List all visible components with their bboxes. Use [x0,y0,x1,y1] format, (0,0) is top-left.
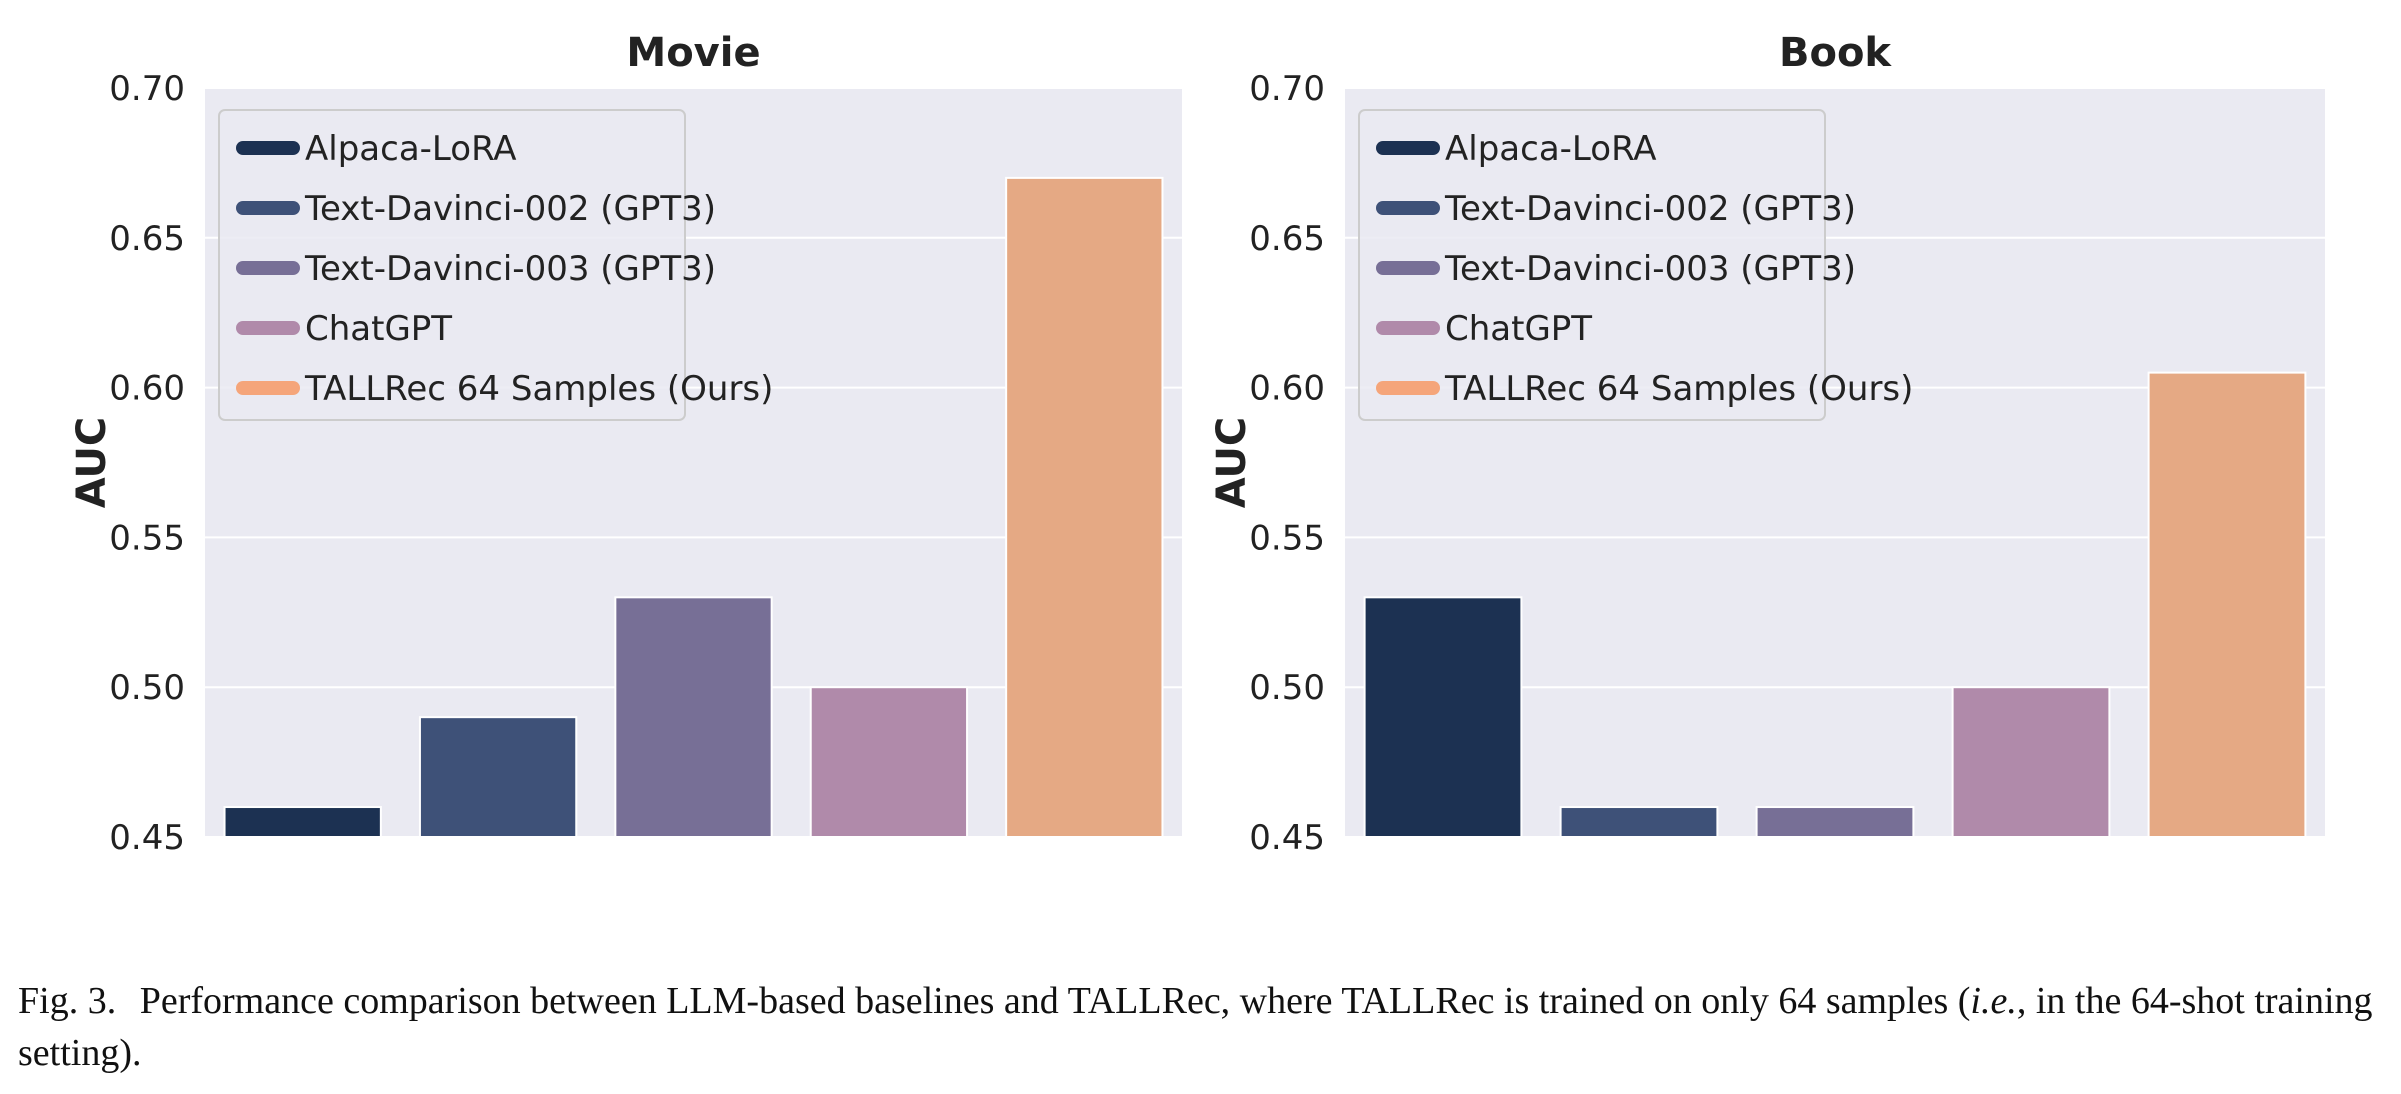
y-tick-label: 0.60 [109,369,185,409]
bar-text-davinci-003-gpt3 [614,596,773,838]
bar-chatgpt [809,686,969,839]
y-axis-label: AUC [69,417,115,509]
legend-label: ChatGPT [1445,309,1592,349]
bar-text-davinci-002-gpt3 [418,716,578,838]
y-tick-label: 0.45 [1249,818,1325,858]
bar-text-davinci-003-gpt3 [1755,806,1915,838]
legend-label: TALLRec 64 Samples (Ours) [1444,369,1913,409]
legend-label: Alpaca-LoRA [305,129,517,169]
figure: 0.45 0.50 0.55 0.60 0.65 0.70 Movie AUC Alpaca-L… [69,30,2325,858]
y-tick-label: 0.70 [109,69,185,109]
legend: Alpaca-LoRA Text-Davinci-002 (GPT3) Text-D… [1358,109,1913,421]
y-tick-label: 0.60 [1249,369,1325,409]
bar-alpaca-lora [1363,596,1523,838]
y-tick-label: 0.50 [109,668,185,708]
legend-box [218,109,686,421]
caption-text-start: Performance comparison between LLM-based… [139,980,1971,1022]
bar-text-davinci-002-gpt3 [1559,806,1719,838]
legend-label: Alpaca-LoRA [1445,129,1657,169]
y-tick-label: 0.70 [1249,69,1325,109]
legend-label: Text-Davinci-003 (GPT3) [1444,249,1856,289]
caption-figure-number: Fig. 3. [18,980,117,1022]
chart-panel-movie: 0.45 0.50 0.55 0.60 0.65 0.70 Movie AUC Alpaca-L… [69,30,1182,858]
y-tick-label: 0.55 [1249,518,1325,558]
bar-alpaca-lora [223,806,382,838]
legend-label: Text-Davinci-003 (GPT3) [304,249,716,289]
bar-tallrec-64-samples-ours [2147,371,2307,838]
bar-chatgpt [1951,686,2111,839]
chart-title: Movie [626,30,760,76]
legend-label: ChatGPT [305,309,452,349]
legend-box [1358,109,1826,421]
legend: Alpaca-LoRA Text-Davinci-002 (GPT3) Text-D… [218,109,773,421]
y-tick-label: 0.50 [1249,668,1325,708]
chart-title: Book [1779,30,1892,76]
caption-text-italic: i.e. [1970,980,2017,1022]
caption-text-end: , in the 64-shot training setting). [18,980,2373,1074]
bar-tallrec-64-samples-ours [1005,176,1164,838]
y-tick-label: 0.55 [109,518,185,558]
chart-panel-book: 0.45 0.50 0.55 0.60 0.65 0.70 Book AUC Alpaca-Lo… [1209,30,2325,858]
legend-label: TALLRec 64 Samples (Ours) [304,369,773,409]
legend-label: Text-Davinci-002 (GPT3) [1444,189,1856,229]
figure-caption: Fig. 3. Performance comparison between L… [18,975,2388,1079]
y-tick-label: 0.65 [109,219,185,259]
legend-label: Text-Davinci-002 (GPT3) [304,189,716,229]
y-tick-label: 0.45 [109,818,185,858]
charts-svg: 0.45 0.50 0.55 0.60 0.65 0.70 Movie AUC Alpaca-L… [69,30,2325,858]
y-tick-label: 0.65 [1249,219,1325,259]
y-axis-label: AUC [1209,417,1255,509]
